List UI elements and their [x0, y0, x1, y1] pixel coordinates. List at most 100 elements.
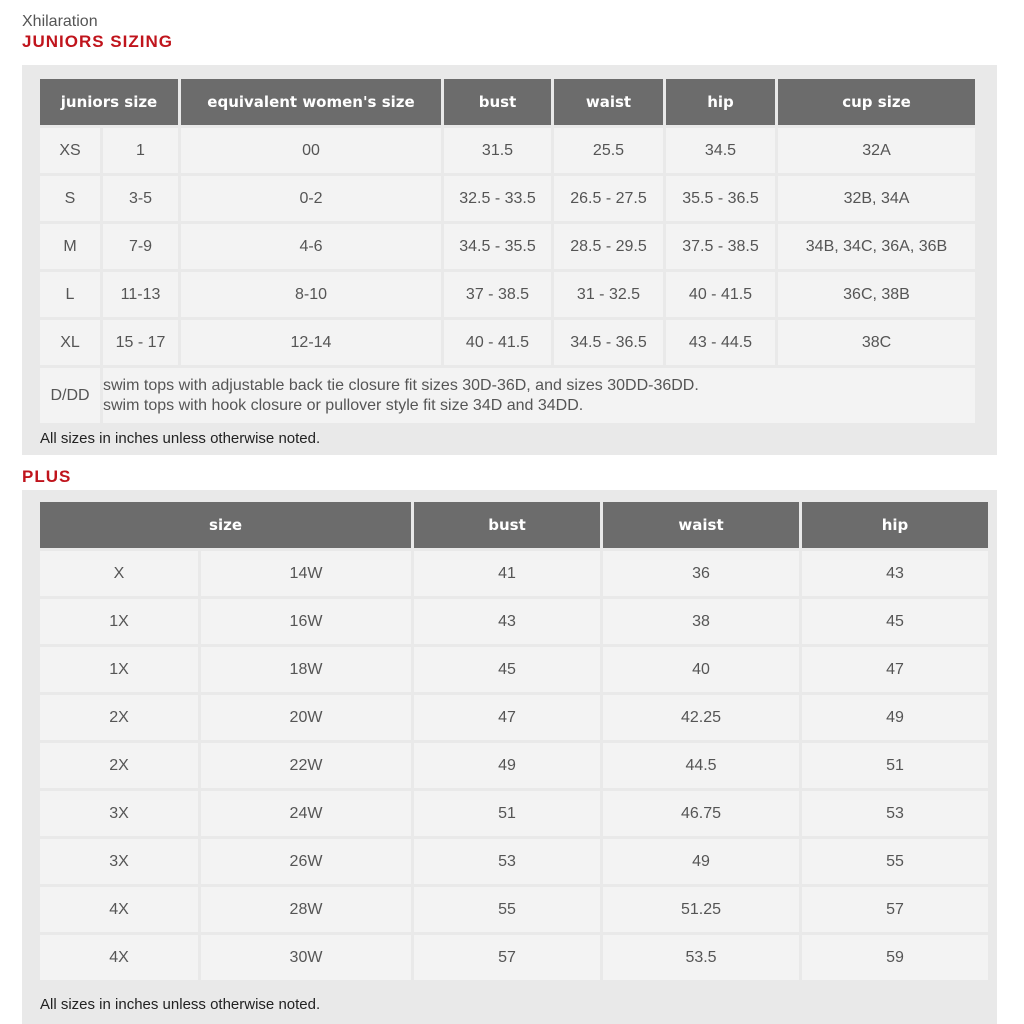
table-cell: 36C, 38B — [778, 272, 975, 317]
column-header: waist — [603, 502, 800, 548]
table-row: M 7-9 4-6 34.5 - 35.5 28.5 - 29.5 37.5 - 38.5… — [40, 224, 975, 269]
table-cell: 45 — [802, 599, 988, 644]
plus-panel: size bust waist hip X 14W 41 36 43 1X 16W 43 38 45 1X… — [22, 490, 997, 1024]
table-cell: 51.25 — [603, 887, 800, 932]
table-cell: L — [40, 272, 100, 317]
table-row: 1X 16W 43 38 45 — [40, 599, 988, 644]
table-cell: 18W — [201, 647, 412, 692]
column-header: juniors size — [40, 79, 178, 125]
note-line: swim tops with adjustable back tie closu… — [103, 376, 699, 394]
column-header: cup size — [778, 79, 975, 125]
column-header: bust — [444, 79, 551, 125]
brand-name: Xhilaration — [22, 13, 98, 30]
column-header: equivalent women's size — [181, 79, 441, 125]
column-header: waist — [554, 79, 663, 125]
note-line: swim tops with hook closure or pullover … — [103, 396, 584, 414]
table-cell: 53.5 — [603, 935, 800, 980]
table-row: 1X 18W 45 40 47 — [40, 647, 988, 692]
table-cell: 2X — [40, 743, 198, 788]
column-header: size — [40, 502, 412, 548]
table-cell: 49 — [603, 839, 800, 884]
juniors-panel: juniors size equivalent women's size bust w… — [22, 65, 997, 455]
table-cell: 34.5 - 36.5 — [554, 320, 663, 365]
table-cell: 53 — [802, 791, 988, 836]
table-cell: 32A — [778, 128, 975, 173]
table-row: X 14W 41 36 43 — [40, 551, 988, 596]
table-cell: 55 — [414, 887, 601, 932]
table-cell: 3-5 — [103, 176, 178, 221]
table-cell: 46.75 — [603, 791, 800, 836]
table-cell: 53 — [414, 839, 601, 884]
table-cell: 34B, 34C, 36A, 36B — [778, 224, 975, 269]
table-cell: 2X — [40, 695, 198, 740]
table-cell: 49 — [802, 695, 988, 740]
note-label: D/DD — [40, 368, 100, 423]
table-cell: 3X — [40, 839, 198, 884]
table-row: S 3-5 0-2 32.5 - 33.5 26.5 - 27.5 35.5 - 36.5… — [40, 176, 975, 221]
table-cell: 43 - 44.5 — [666, 320, 775, 365]
table-cell: 38 — [603, 599, 800, 644]
table-cell: 35.5 - 36.5 — [666, 176, 775, 221]
table-cell: 49 — [414, 743, 601, 788]
table-cell: 3X — [40, 791, 198, 836]
table-cell: 7-9 — [103, 224, 178, 269]
table-cell: 34.5 - 35.5 — [444, 224, 551, 269]
table-row: 3X 24W 51 46.75 53 — [40, 791, 988, 836]
table-row: L 11-13 8-10 37 - 38.5 31 - 32.5 40 - 41.5 36C… — [40, 272, 975, 317]
table-cell: 8-10 — [181, 272, 441, 317]
table-cell: 28.5 - 29.5 — [554, 224, 663, 269]
plus-footer-note: All sizes in inches unless otherwise not… — [40, 996, 321, 1013]
table-cell: S — [40, 176, 100, 221]
table-cell: 37.5 - 38.5 — [666, 224, 775, 269]
table-cell: 25.5 — [554, 128, 663, 173]
table-row: 2X 20W 47 42.25 49 — [40, 695, 988, 740]
table-cell: 40 - 41.5 — [666, 272, 775, 317]
table-cell: 16W — [201, 599, 412, 644]
table-cell: 34.5 — [666, 128, 775, 173]
table-cell: 26W — [201, 839, 412, 884]
table-cell: 4X — [40, 935, 198, 980]
table-cell: 37 - 38.5 — [444, 272, 551, 317]
table-cell: 32.5 - 33.5 — [444, 176, 551, 221]
table-row: XL 15 - 17 12-14 40 - 41.5 34.5 - 36.5 43 - 4… — [40, 320, 975, 365]
table-row: 3X 26W 53 49 55 — [40, 839, 988, 884]
table-cell: 4-6 — [181, 224, 441, 269]
table-cell: X — [40, 551, 198, 596]
table-cell: 47 — [802, 647, 988, 692]
column-header: hip — [802, 502, 988, 548]
table-cell: 59 — [802, 935, 988, 980]
table-cell: XS — [40, 128, 100, 173]
table-cell: 32B, 34A — [778, 176, 975, 221]
table-cell: 43 — [802, 551, 988, 596]
table-cell: 57 — [802, 887, 988, 932]
table-cell: 22W — [201, 743, 412, 788]
table-cell: 40 — [603, 647, 800, 692]
table-cell: 11-13 — [103, 272, 178, 317]
plus-section-title: PLUS — [22, 467, 72, 486]
juniors-size-table: juniors size equivalent women's size bust w… — [37, 76, 978, 426]
table-row: XS 1 00 31.5 25.5 34.5 32A — [40, 128, 975, 173]
juniors-section-title: JUNIORS SIZING — [22, 32, 173, 51]
table-row: 4X 28W 55 51.25 57 — [40, 887, 988, 932]
table-cell: 55 — [802, 839, 988, 884]
cup-note-row: D/DD swim tops with adjustable back tie c… — [40, 368, 975, 423]
table-cell: 45 — [414, 647, 601, 692]
column-header: bust — [414, 502, 601, 548]
table-cell: 47 — [414, 695, 601, 740]
table-cell: 12-14 — [181, 320, 441, 365]
juniors-footer-note: All sizes in inches unless otherwise not… — [40, 430, 321, 447]
table-cell: XL — [40, 320, 100, 365]
table-header-row: size bust waist hip — [40, 502, 988, 548]
table-cell: 38C — [778, 320, 975, 365]
column-header: hip — [666, 79, 775, 125]
table-header-row: juniors size equivalent women's size bust w… — [40, 79, 975, 125]
table-cell: 36 — [603, 551, 800, 596]
table-cell: 40 - 41.5 — [444, 320, 551, 365]
table-cell: 51 — [802, 743, 988, 788]
table-cell: 30W — [201, 935, 412, 980]
table-cell: 24W — [201, 791, 412, 836]
table-cell: 41 — [414, 551, 601, 596]
table-cell: 31 - 32.5 — [554, 272, 663, 317]
table-cell: 26.5 - 27.5 — [554, 176, 663, 221]
table-cell: 4X — [40, 887, 198, 932]
